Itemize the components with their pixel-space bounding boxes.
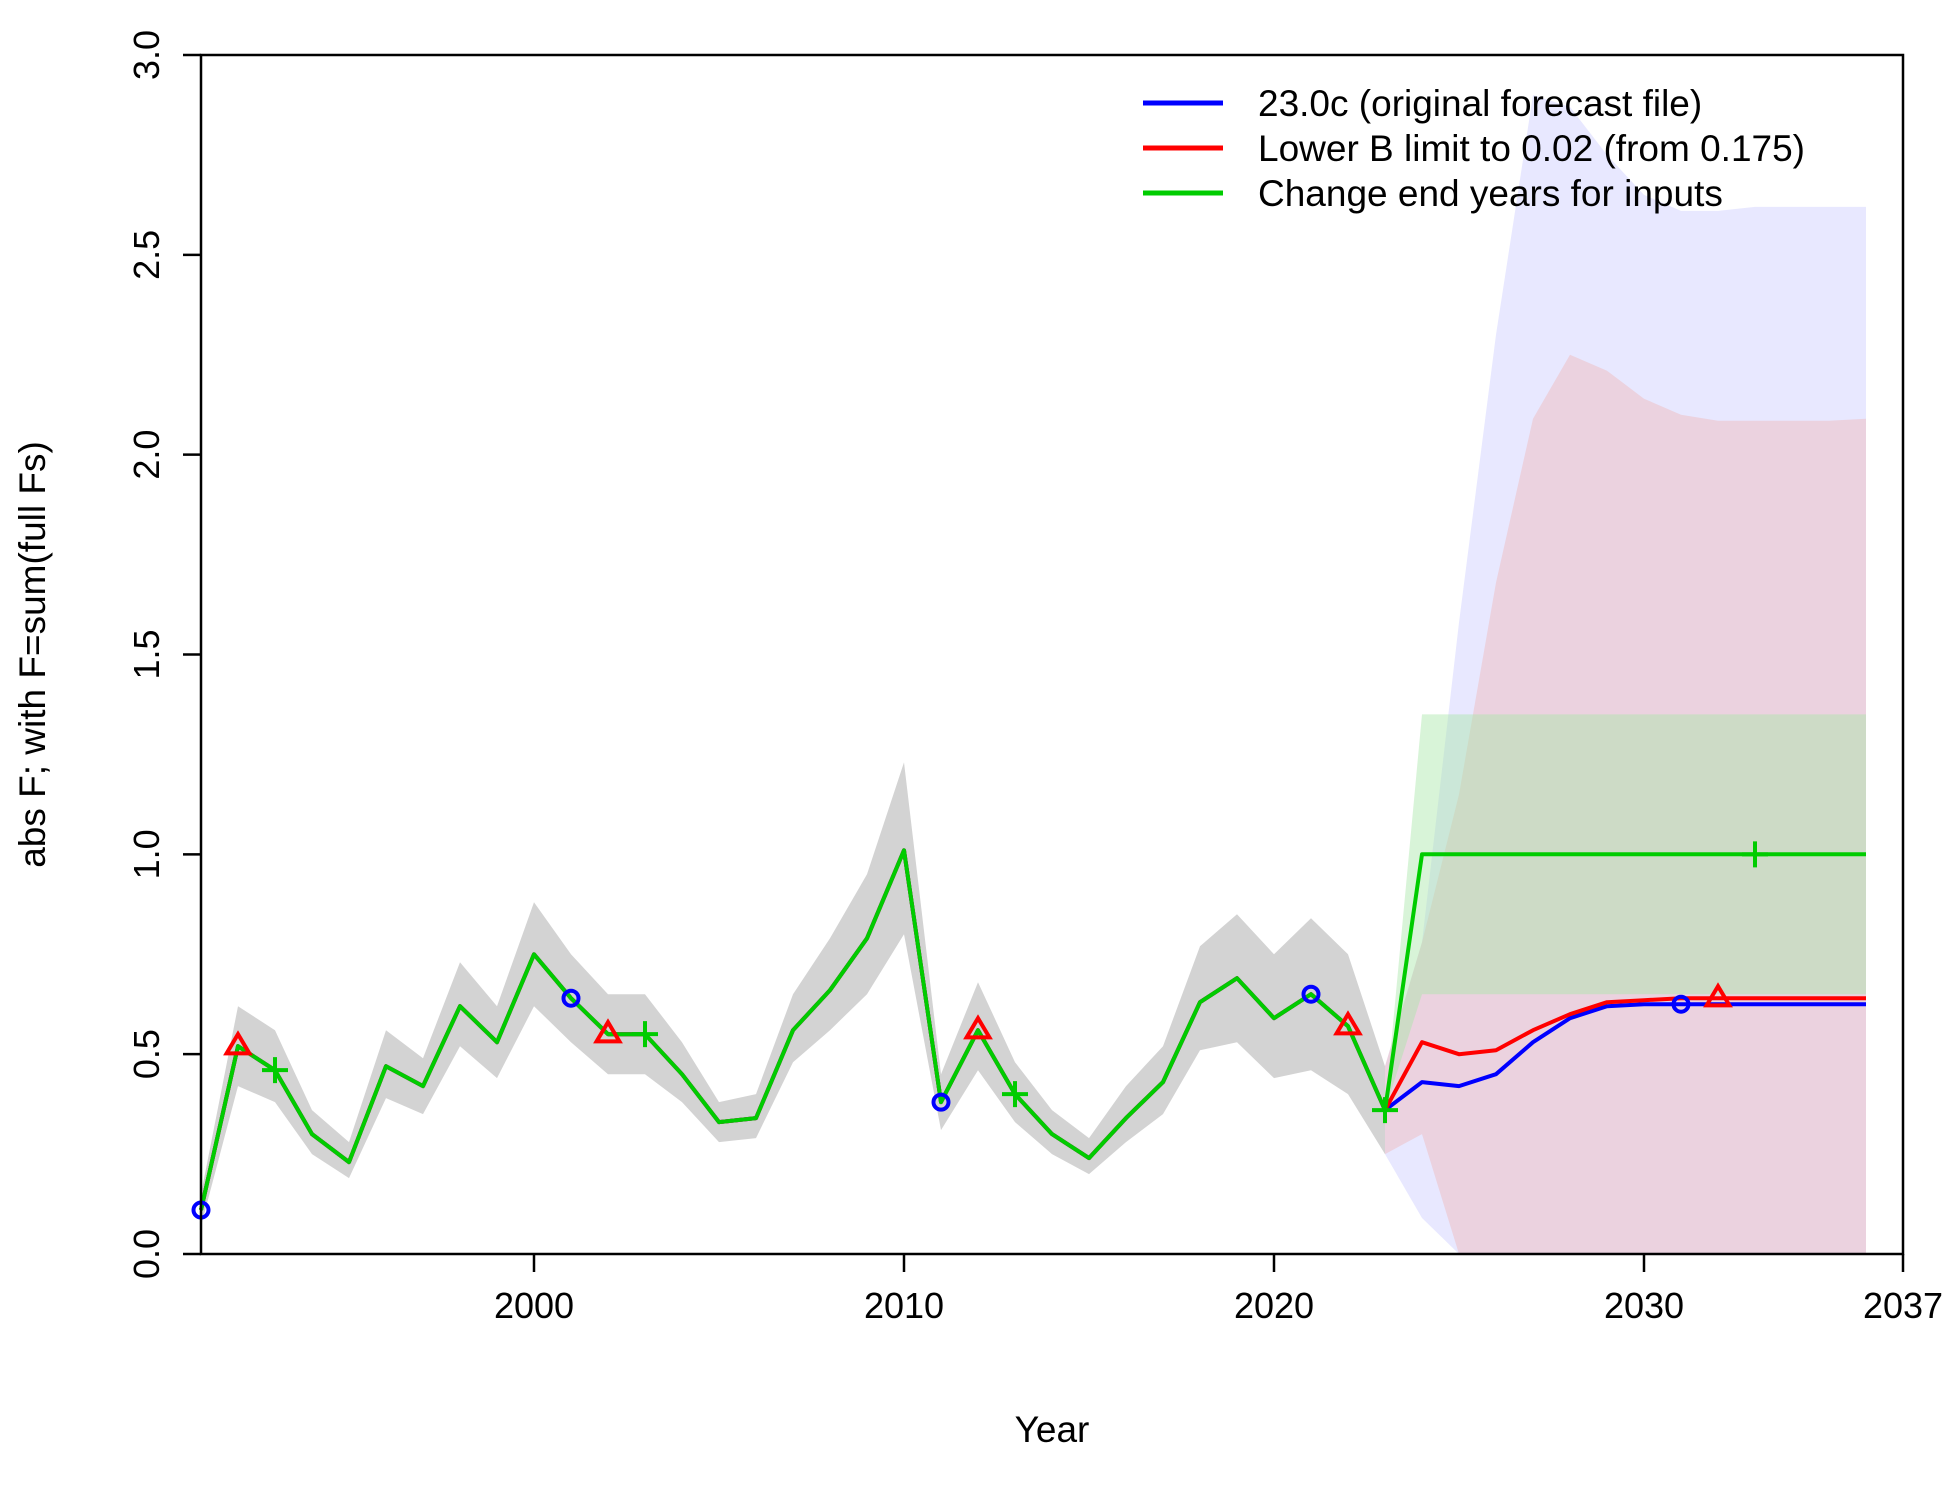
confidence-bands	[201, 95, 1866, 1254]
y-tick-label: 0.5	[126, 1029, 167, 1079]
forecast-band-1	[1385, 95, 1866, 1254]
y-tick-label: 3.0	[126, 30, 167, 80]
y-tick-label: 2.0	[126, 430, 167, 480]
y-tick-label: 2.5	[126, 230, 167, 280]
x-tick-label: 2010	[864, 1285, 944, 1326]
point-marker-circle	[1671, 994, 1691, 1014]
historical-band	[201, 762, 1385, 1226]
series-lines	[199, 848, 1866, 1211]
forecast-line-series-1	[1383, 1002, 1866, 1112]
legend-label-1: 23.0c (original forecast file)	[1258, 83, 1702, 124]
x-tick-label: 2020	[1234, 1285, 1314, 1326]
x-tick-label: 2037	[1863, 1285, 1943, 1326]
point-marker-triangle	[1703, 982, 1733, 1008]
point-marker-plus	[632, 1021, 658, 1048]
point-marker-triangle	[223, 1030, 253, 1056]
y-tick-label: 1.0	[126, 829, 167, 879]
axes: 2000 2010 2020 2030 2037 0.0 0.5 1.0 1.5 2.0 2.5 3.…	[126, 30, 1943, 1326]
legend-label-2: Lower B limit to 0.02 (from 0.175)	[1258, 128, 1805, 169]
x-axis-title: Year	[1015, 1409, 1090, 1450]
legend-label-3: Change end years for inputs	[1258, 173, 1723, 214]
point-marker-plus	[1742, 841, 1768, 868]
forecast-line-series-2	[1383, 996, 1866, 1112]
point-marker-circle	[561, 988, 581, 1008]
y-axis-title: abs F; with F=sum(full Fs)	[12, 441, 53, 868]
point-marker-plus	[1372, 1097, 1398, 1124]
point-marker-circle	[1301, 984, 1321, 1004]
point-marker-plus	[1002, 1081, 1028, 1108]
forecast-band-3	[1385, 714, 1866, 1111]
x-tick-label: 2030	[1604, 1285, 1684, 1326]
forecast-line-series-3	[1383, 852, 1866, 1111]
point-marker-triangle	[963, 1014, 993, 1040]
historical-line-series-3	[199, 848, 1387, 1211]
y-tick-label: 1.5	[126, 629, 167, 679]
y-tick-label: 0.0	[126, 1229, 167, 1279]
forecast-band-2	[1385, 354, 1866, 1254]
point-marker-triangle	[593, 1018, 623, 1044]
legend: 23.0c (original forecast file)Lower B li…	[1143, 83, 1805, 214]
point-marker-triangle	[1333, 1010, 1363, 1036]
x-tick-label: 2000	[494, 1285, 574, 1326]
point-marker-circle	[931, 1092, 951, 1112]
point-marker-plus	[262, 1057, 288, 1084]
